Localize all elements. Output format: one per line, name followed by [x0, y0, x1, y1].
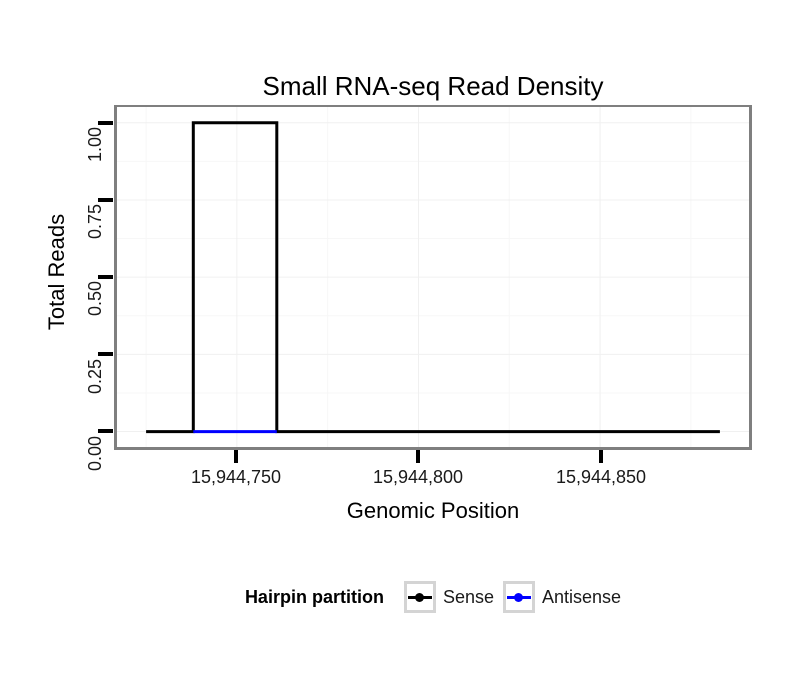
x-tick-label: 15,944,800 [372, 467, 464, 487]
x-tick-mark [234, 450, 238, 463]
legend-entry-antisense: Antisense [502, 581, 622, 613]
y-tick-mark [98, 275, 113, 279]
legend: Hairpin partition Sense Antisense [117, 580, 749, 614]
y-tick-label: 0.75 [85, 204, 105, 240]
plot-title: Small RNA-seq Read Density [262, 71, 604, 101]
legend-entry-sense: Sense [403, 581, 494, 613]
y-tick-label: 0.50 [85, 281, 105, 317]
sense-dot-glyph [415, 592, 425, 602]
y-tick-mark [98, 429, 113, 433]
series-line-sense [146, 121, 720, 434]
sense-key-icon [403, 581, 436, 613]
y-axis-title: Total Reads [44, 213, 69, 331]
legend-label-sense: Sense [442, 586, 494, 607]
y-tick-mark [98, 198, 113, 202]
plot-panel [114, 105, 752, 450]
x-tick-label: 15,944,850 [555, 467, 647, 487]
x-tick-mark [599, 450, 603, 463]
y-tick-label: 0.25 [85, 359, 105, 395]
y-tick-label: 0.00 [85, 436, 105, 472]
x-tick-mark [416, 450, 420, 463]
legend-label-antisense: Antisense [541, 586, 622, 607]
antisense-dot-glyph [514, 592, 524, 602]
x-tick-label: 15,944,750 [190, 467, 282, 487]
antisense-key-icon [502, 581, 535, 613]
y-tick-label: 1.00 [85, 127, 105, 163]
legend-title: Hairpin partition [244, 586, 384, 607]
y-tick-mark [98, 121, 113, 125]
y-tick-mark [98, 352, 113, 356]
x-axis-title: Genomic Position [346, 498, 520, 523]
plot-canvas [117, 107, 749, 447]
